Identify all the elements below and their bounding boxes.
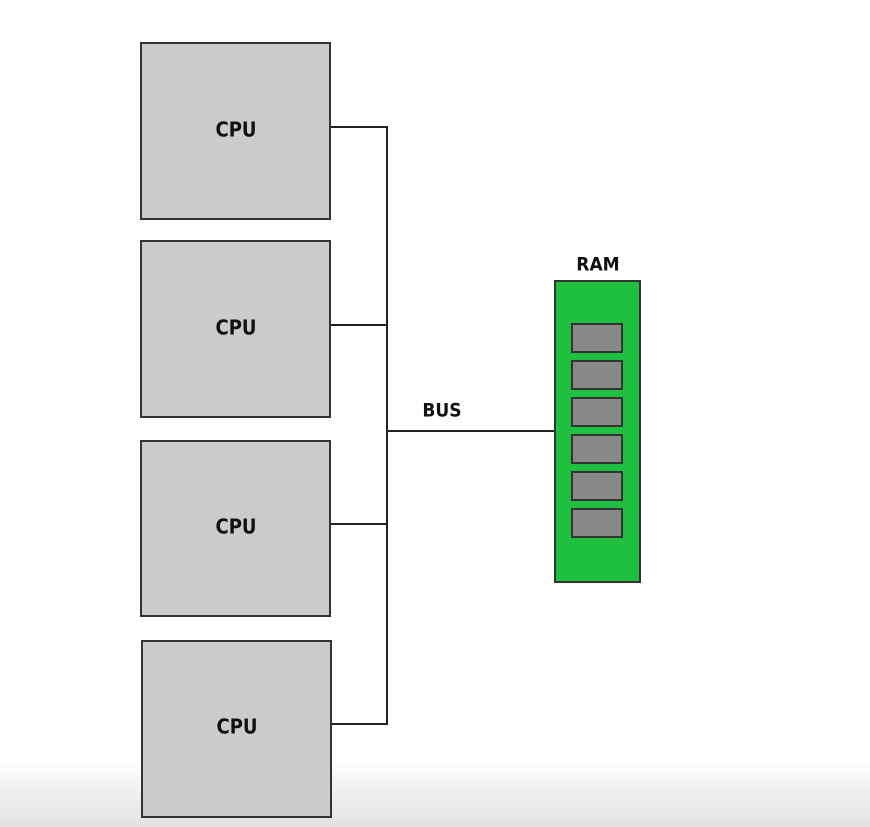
cpu-box-1: CPU (140, 42, 331, 220)
bus-wiring (330, 126, 555, 725)
ram-module (554, 280, 641, 583)
ram-slots (571, 323, 623, 538)
ram-slot (571, 434, 623, 464)
cpu-label: CPU (216, 515, 257, 539)
ram-label: RAM (576, 254, 619, 276)
cpu-label: CPU (217, 715, 258, 739)
ram-slot (571, 471, 623, 501)
ram-slot (571, 508, 623, 538)
cpu-box-3: CPU (140, 440, 331, 617)
cpu-box-4: CPU (141, 640, 332, 818)
cpu-label: CPU (216, 118, 257, 142)
cpu-box-2: CPU (140, 240, 331, 418)
ram-slot (571, 397, 623, 427)
ram-slot (571, 360, 623, 390)
bus-label: BUS (422, 400, 461, 422)
ram-slot (571, 323, 623, 353)
cpu-label: CPU (216, 316, 257, 340)
